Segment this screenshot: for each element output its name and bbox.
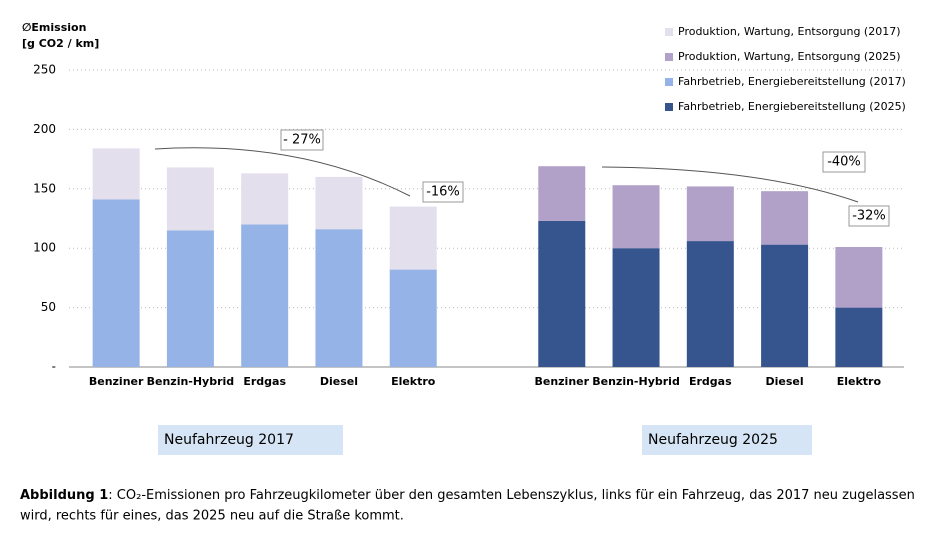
bar-segment bbox=[166, 230, 214, 367]
y-tick-label: 150 bbox=[33, 181, 56, 195]
bar-segment bbox=[389, 269, 437, 367]
y-axis-label: [g CO2 / km] bbox=[22, 37, 99, 50]
legend-label: Produktion, Wartung, Entsorgung (2017) bbox=[678, 25, 901, 38]
caption-text: wird, rechts für eines, das 2025 neu auf… bbox=[20, 509, 404, 524]
y-axis-label: ∅Emission bbox=[22, 21, 86, 34]
bar-segment bbox=[835, 247, 883, 308]
y-tick-label: 200 bbox=[33, 122, 56, 136]
bar-segment bbox=[835, 307, 883, 367]
legend-label: Fahrbetrieb, Energiebereitstellung (2025… bbox=[678, 100, 906, 113]
x-tick-label: Benzin-Hybrid bbox=[592, 375, 680, 388]
legend-label: Produktion, Wartung, Entsorgung (2025) bbox=[678, 50, 901, 63]
bar-segment bbox=[315, 229, 363, 367]
annotation-box bbox=[422, 181, 464, 203]
bar-segment bbox=[166, 167, 214, 231]
y-tick-label: 100 bbox=[33, 241, 56, 255]
group-label: Neufahrzeug 2025 bbox=[648, 432, 778, 448]
x-tick-label: Benziner bbox=[534, 375, 589, 388]
annotation: - 27% bbox=[283, 133, 321, 148]
x-tick-label: Diesel bbox=[320, 375, 358, 388]
legend-swatch bbox=[665, 28, 673, 36]
legend-label: Fahrbetrieb, Energiebereitstellung (2017… bbox=[678, 75, 906, 88]
bar-segment bbox=[761, 191, 809, 245]
bar-segment bbox=[241, 173, 289, 225]
group-label: Neufahrzeug 2017 bbox=[164, 432, 294, 448]
x-tick-label: Erdgas bbox=[243, 375, 286, 388]
caption-label: Abbildung 1 bbox=[20, 488, 108, 503]
x-tick-label: Benzin-Hybrid bbox=[147, 375, 235, 388]
y-tick-label: 250 bbox=[33, 63, 56, 77]
y-tick-label: 50 bbox=[41, 300, 56, 314]
caption-text: : CO₂-Emissionen pro Fahrzeugkilometer ü… bbox=[108, 488, 915, 503]
x-tick-label: Benziner bbox=[89, 375, 144, 388]
x-tick-label: Elektro bbox=[391, 375, 436, 388]
annotation: -40% bbox=[827, 155, 861, 170]
bar-segment bbox=[612, 248, 660, 367]
y-tick-label: - bbox=[52, 360, 56, 374]
bar-segment bbox=[315, 176, 363, 230]
annotation-arc bbox=[601, 166, 859, 203]
legend-swatch bbox=[665, 103, 673, 111]
legend-swatch bbox=[665, 78, 673, 86]
group-label-box bbox=[158, 425, 343, 455]
bar-segment bbox=[612, 185, 660, 249]
x-tick-label: Elektro bbox=[837, 375, 882, 388]
group-label-box bbox=[642, 425, 812, 455]
annotation: -16% bbox=[426, 185, 460, 200]
annotation-box bbox=[822, 151, 866, 173]
bar-segment bbox=[92, 199, 140, 367]
bar-segment bbox=[241, 224, 289, 367]
bar-segment bbox=[761, 244, 809, 367]
annotation: -32% bbox=[852, 209, 886, 224]
annotation-arc bbox=[154, 147, 411, 197]
x-tick-label: Erdgas bbox=[689, 375, 732, 388]
x-tick-label: Diesel bbox=[766, 375, 804, 388]
bar-segment bbox=[92, 148, 140, 200]
annotation-box bbox=[280, 129, 324, 151]
bar-segment bbox=[686, 186, 734, 242]
bar-segment bbox=[686, 241, 734, 367]
legend-swatch bbox=[665, 53, 673, 61]
caption: Abbildung 1: CO₂-Emissionen pro Fahrzeug… bbox=[20, 488, 915, 503]
bar-segment bbox=[538, 166, 586, 221]
bar-segment bbox=[538, 220, 586, 367]
bar-segment bbox=[389, 206, 437, 270]
annotation-box bbox=[848, 205, 890, 227]
